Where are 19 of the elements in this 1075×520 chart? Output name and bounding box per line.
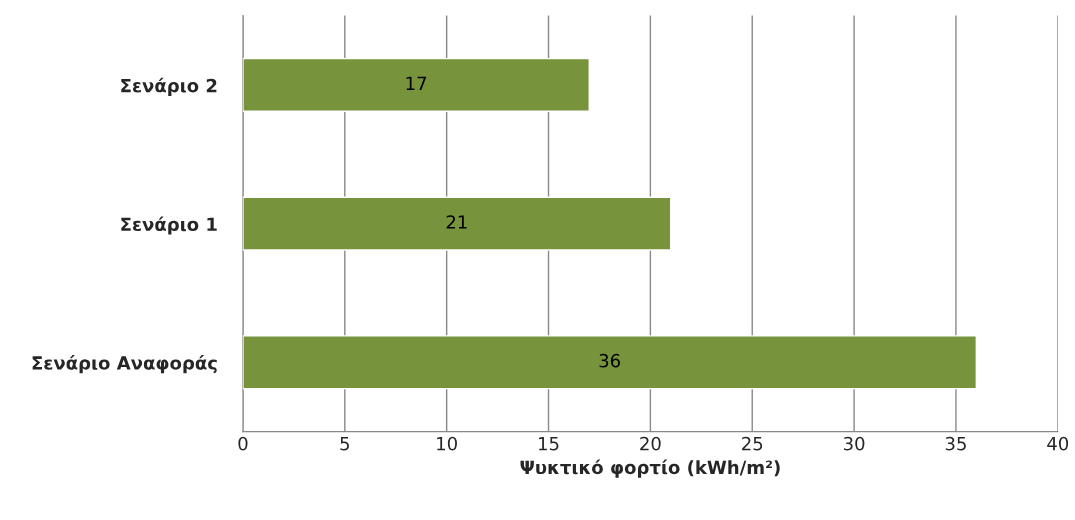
x-tick-label: 40 [1047,436,1069,451]
x-tick-label: 0 [238,436,248,451]
x-tick-label: 10 [437,436,457,451]
x-tick-label: 35 [945,436,966,451]
data-label: 17 [406,76,427,90]
x-tick-label: 25 [742,436,763,451]
bar [242,196,672,251]
bar [242,57,590,112]
x-tick-label: 30 [843,436,865,451]
y-tick-label: Σενάριο 1 [121,216,217,235]
x-tick-label: 15 [539,437,559,451]
x-tick-label: 20 [640,436,661,451]
x-tick-label: 5 [340,437,349,451]
data-label: 36 [599,353,620,368]
bar [242,335,978,390]
x-axis-title: Ψυκτικό φορτίο (kWh/m²) [520,459,780,478]
y-tick-label: Σενάριο 2 [121,77,217,96]
data-label: 21 [446,215,467,229]
y-tick-label: Σενάριο Αναφοράς [32,355,217,374]
